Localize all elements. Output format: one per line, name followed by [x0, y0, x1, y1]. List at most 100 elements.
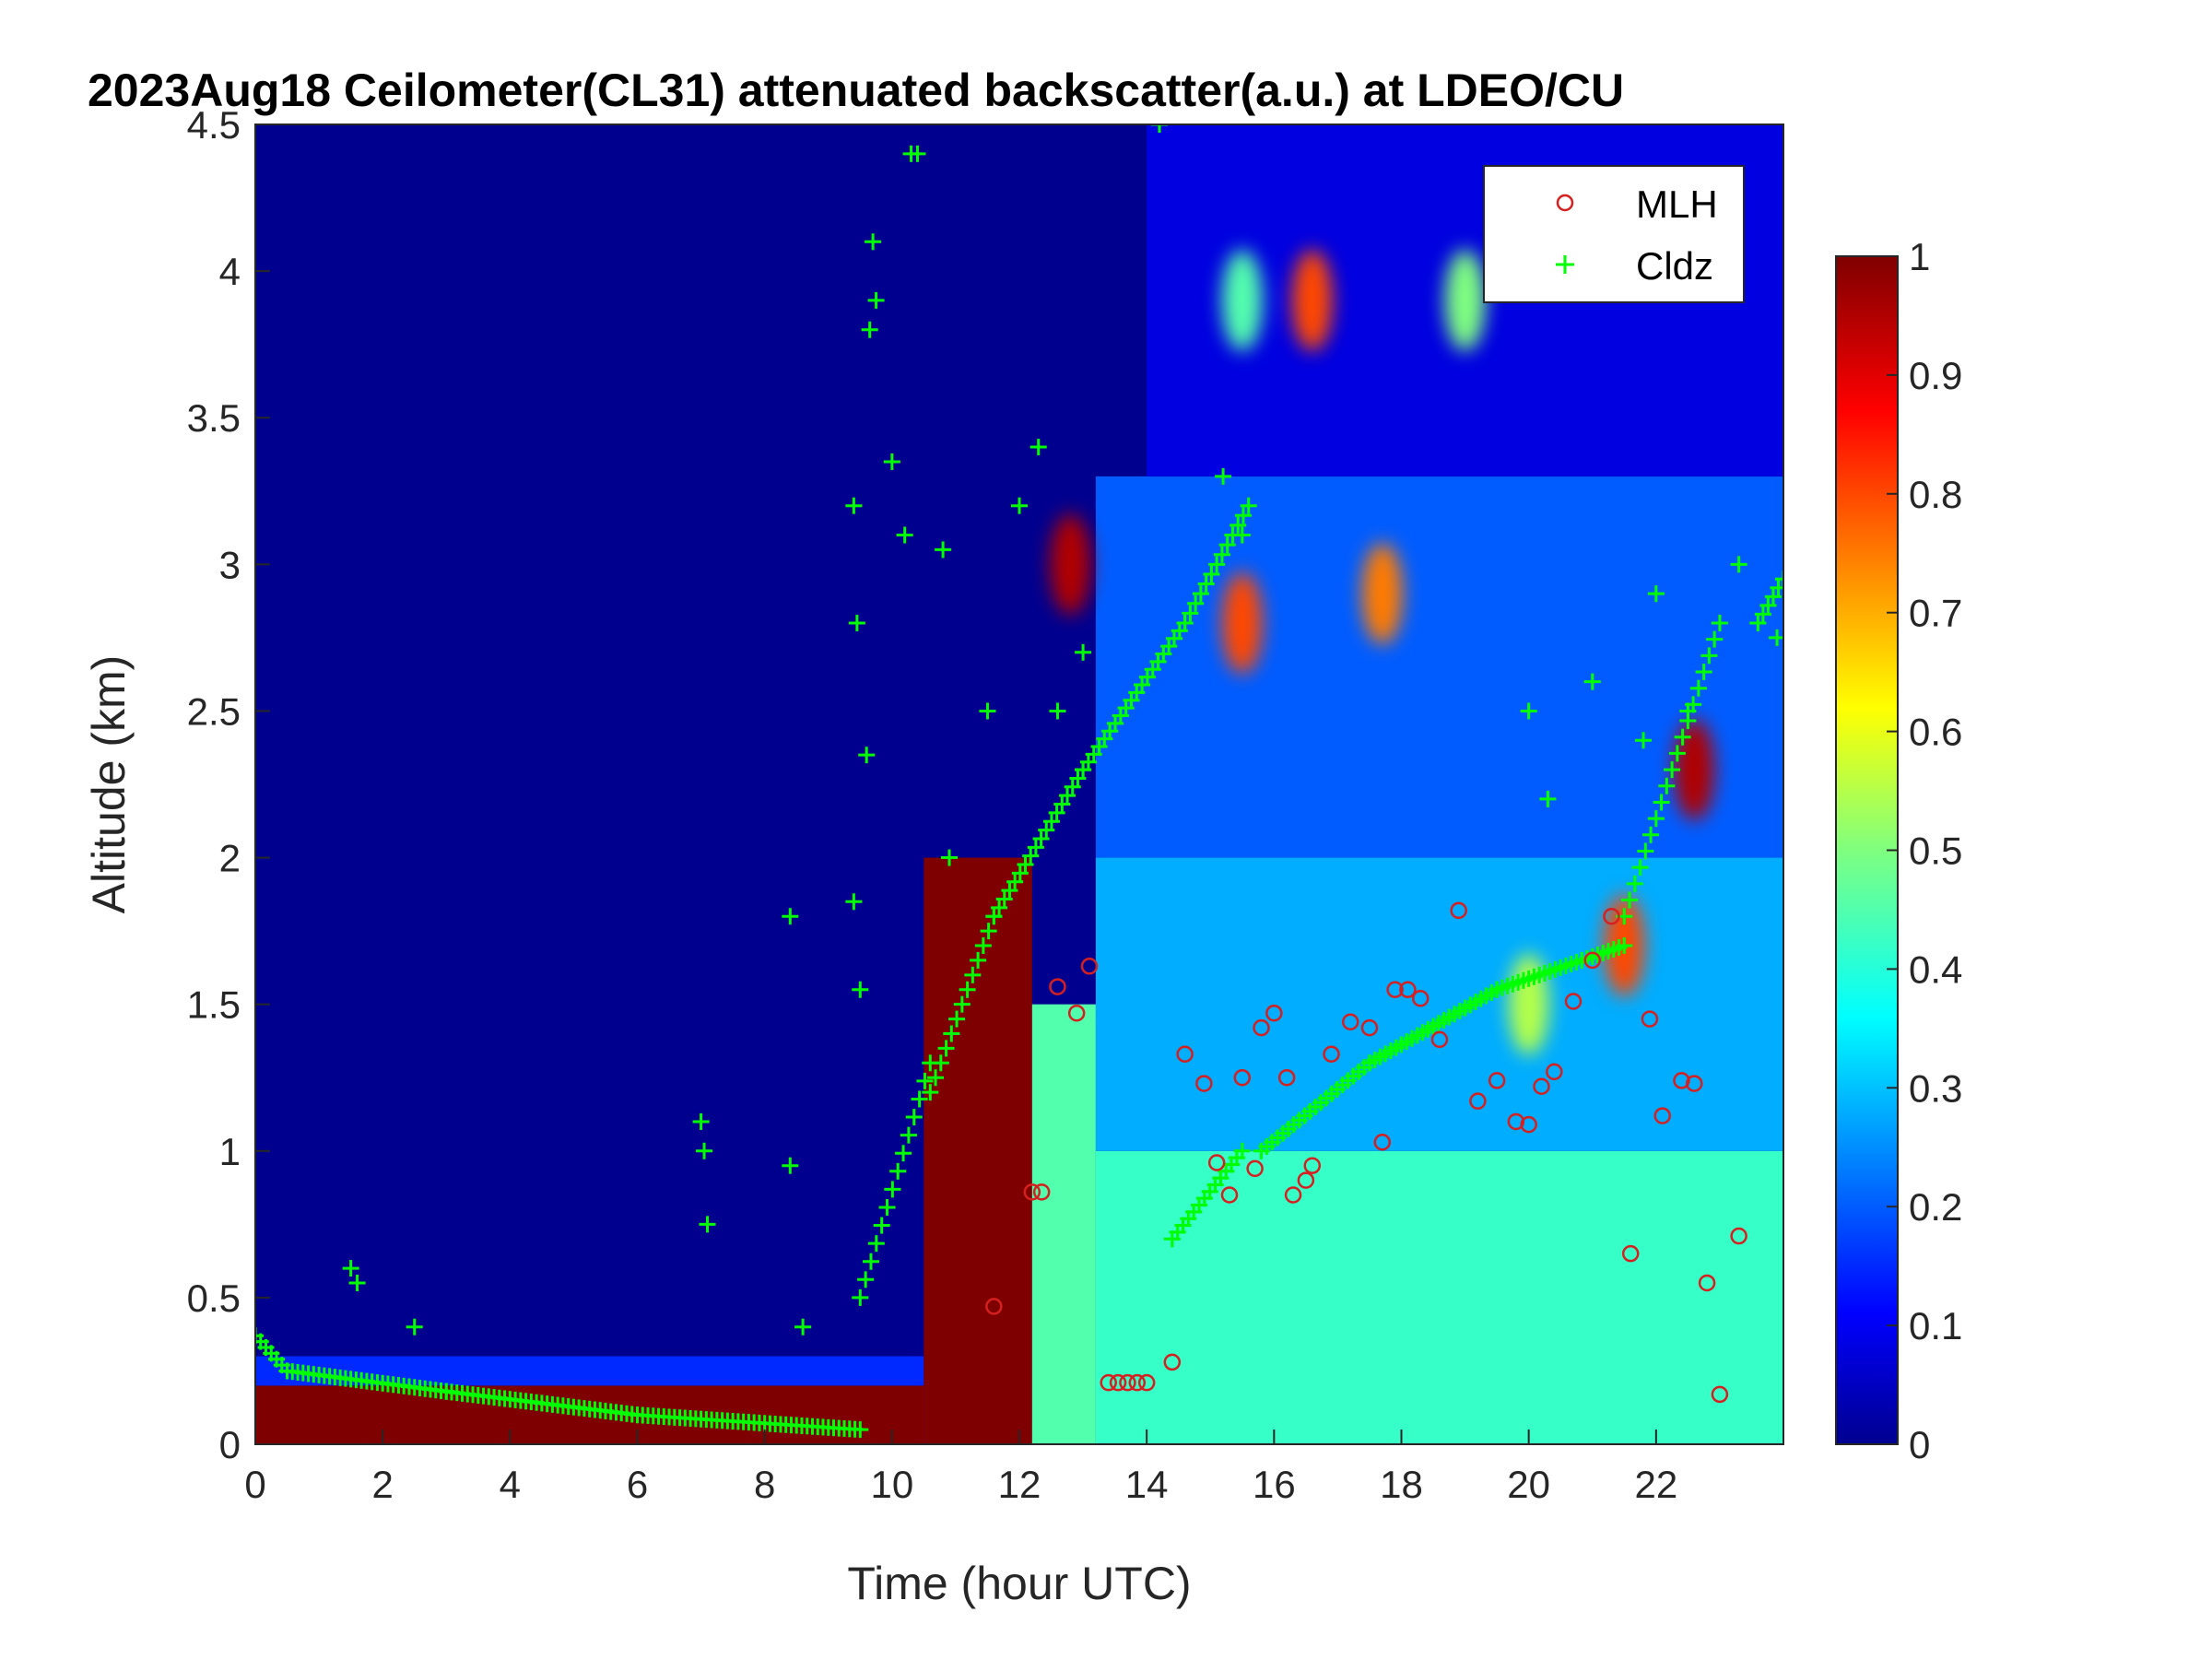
- cldz-seg8-pt3: [1192, 585, 1209, 603]
- mlh-point-11: [1163, 1353, 1182, 1371]
- mlh-point-49: [1730, 1227, 1747, 1245]
- mlh-point-42: [1621, 1244, 1640, 1263]
- cloud-patch-2: [1361, 543, 1403, 645]
- chart-title: 2023Aug18 Ceilometer(CL31) attenuated ba…: [88, 65, 1624, 116]
- cldz-seg13-pt8: [1658, 777, 1676, 794]
- legend: MLH Cldz: [1483, 165, 1745, 303]
- cldz-seg4-pt10: [905, 1109, 923, 1126]
- mlh-point-0: [985, 1298, 1003, 1315]
- cldz-seg5-pt11: [980, 923, 997, 940]
- cldz-seg8-pt4: [1197, 575, 1215, 593]
- cldz-point-7: [782, 908, 799, 925]
- cldz-seg5-pt5: [948, 1010, 966, 1028]
- mlh-point-13: [1195, 1075, 1213, 1092]
- mlh-point-39: [1564, 993, 1583, 1010]
- cldz-seg13-pt7: [1653, 794, 1670, 811]
- cldz-seg14-pt2: [1759, 596, 1777, 614]
- colorbar-tick-label-4: 0.4: [1909, 947, 1962, 991]
- cldz-seg6-pt14: [1059, 787, 1077, 805]
- mlh-point-38: [1546, 1063, 1563, 1081]
- cldz-seg4-pt1: [857, 1271, 875, 1288]
- mlh-point-24: [1323, 1045, 1340, 1064]
- x-tick-label-9: 18: [1380, 1463, 1423, 1506]
- x-tick-label-6: 12: [998, 1463, 1041, 1506]
- cldz-seg8-pt11: [1234, 507, 1252, 524]
- cldz-point-30: [1233, 526, 1251, 544]
- cldz-seg13-pt4: [1637, 842, 1654, 860]
- cldz-seg6-pt4: [1006, 873, 1024, 890]
- cldz-seg13-pt10: [1668, 745, 1686, 762]
- y-tick-label-3: 1.5: [187, 983, 241, 1027]
- cldz-point-0: [342, 1260, 359, 1277]
- cldz-seg4-pt5: [878, 1198, 896, 1216]
- cloud-patch-6: [1050, 513, 1091, 616]
- cldz-seg6-pt10: [1038, 821, 1055, 839]
- mlh-point-20: [1277, 1068, 1296, 1087]
- y-tick-label-6: 3: [219, 543, 241, 586]
- mlh-point-36: [1520, 1115, 1537, 1134]
- cldz-point-29: [1215, 467, 1232, 485]
- mlh-point-4: [1067, 1004, 1086, 1022]
- cldz-seg8-pt12: [1240, 497, 1257, 514]
- cldz-seg13-pt1: [1621, 891, 1639, 909]
- cldz-seg13-pt5: [1642, 826, 1660, 843]
- cldz-point-31: [1520, 702, 1537, 720]
- y-tick-label-0: 0: [219, 1423, 241, 1466]
- cldz-seg13-pt15: [1695, 664, 1712, 681]
- x-tick-label-0: 0: [244, 1463, 265, 1506]
- mlh-point-27: [1373, 1133, 1392, 1151]
- field-region-4: [1095, 1150, 1783, 1444]
- mlh-point-5: [1080, 958, 1099, 975]
- cldz-seg4-pt7: [889, 1162, 907, 1180]
- colorbar-tick-label-0: 0: [1909, 1423, 1930, 1466]
- cldz-seg4-pt9: [900, 1126, 917, 1144]
- cldz-point-32: [1539, 790, 1557, 807]
- cldz-seg8-pt10: [1230, 516, 1247, 534]
- mlh-point-3: [1049, 978, 1066, 995]
- cldz-seg5-pt0: [922, 1084, 939, 1101]
- cldz-seg5-pt3: [937, 1040, 955, 1057]
- cldz-seg4-pt3: [867, 1235, 885, 1253]
- mlh-point-21: [1284, 1186, 1302, 1204]
- x-tick-label-3: 6: [627, 1463, 648, 1506]
- colorbar-ticks: 0 0.1 0.2 0.3 0.4 0.5 0.6 0.7 0.8 0.9 1: [1887, 235, 1962, 1466]
- cldz-point-12: [852, 981, 869, 998]
- cldz-point-4: [696, 1142, 713, 1159]
- cldz-point-3: [692, 1112, 710, 1130]
- mlh-point-9: [1128, 1373, 1147, 1392]
- cloud-patch-8: [1508, 953, 1549, 1055]
- cldz-seg4-pt4: [873, 1217, 890, 1234]
- cldz-seg13-pt2: [1626, 875, 1643, 892]
- cldz-seg13-pt6: [1647, 810, 1665, 828]
- x-tick-label-5: 10: [870, 1463, 913, 1506]
- colorbar-tick-label-10: 1: [1909, 235, 1930, 278]
- mlh-point-15: [1220, 1186, 1239, 1204]
- cldz-seg5-pt7: [959, 981, 976, 998]
- cldz-point-37: [1730, 556, 1747, 573]
- y-tick-label-4: 2: [219, 837, 241, 880]
- cldz-seg6-pt13: [1053, 795, 1071, 813]
- mlh-markers: [985, 901, 1747, 1404]
- cldz-seg14-pt1: [1754, 606, 1771, 623]
- mlh-point-16: [1233, 1068, 1252, 1087]
- x-axis-label: Time (hour UTC): [847, 1558, 1191, 1609]
- cldz-point-13: [858, 747, 876, 764]
- mlh-point-43: [1641, 1010, 1659, 1028]
- cldz-point-27: [1075, 643, 1092, 661]
- y-tick-label-2: 1: [219, 1130, 241, 1173]
- x-tick-label-8: 16: [1253, 1463, 1296, 1506]
- mlh-point-41: [1603, 907, 1620, 925]
- colorbar-tick-label-6: 0.6: [1909, 711, 1962, 754]
- mlh-point-10: [1137, 1373, 1156, 1392]
- x-tick-label-2: 4: [500, 1463, 521, 1506]
- x-tick-label-10: 20: [1507, 1463, 1550, 1506]
- field-region-3: [1031, 1004, 1096, 1444]
- mlh-point-40: [1583, 951, 1601, 970]
- cldz-point-21: [935, 541, 952, 559]
- cldz-seg8-pt2: [1187, 594, 1205, 612]
- mlh-point-31: [1430, 1030, 1449, 1049]
- cldz-point-9: [845, 497, 863, 514]
- cldz-seg5-pt1: [927, 1069, 945, 1087]
- cldz-seg6-pt2: [995, 890, 1013, 908]
- colorbar-tick-label-3: 0.3: [1909, 1066, 1962, 1110]
